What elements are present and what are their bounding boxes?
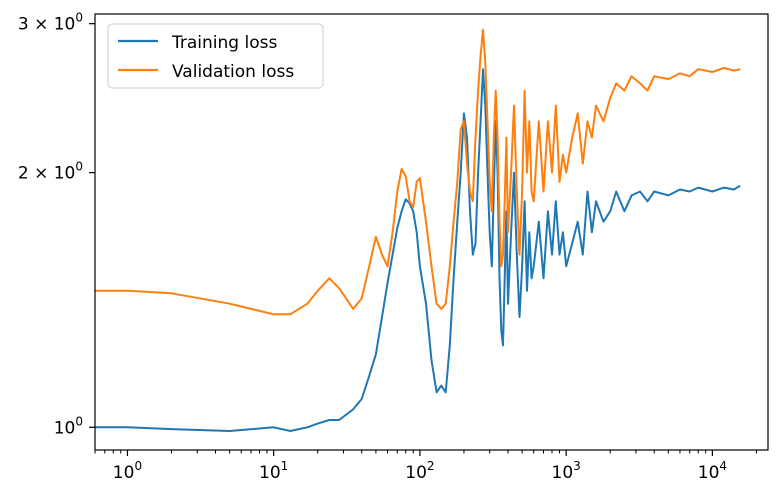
x-axis: 100 101 102 103 104 [94,450,757,483]
y-tick-label: 100 [54,414,83,438]
x-tick-label: 103 [552,459,581,483]
y-axis: 100 2 × 100 3 × 100 [18,11,95,438]
series-lines [95,28,741,432]
x-tick-label: 101 [259,459,288,483]
y-tick-label: 2 × 100 [18,160,83,184]
x-tick-label: 100 [113,459,142,483]
legend-box [107,23,324,89]
legend-label-validation: Validation loss [172,62,294,82]
y-tick-label: 3 × 100 [18,11,83,35]
series-line-validation [95,28,741,316]
legend: Training loss Validation loss [107,23,324,89]
series-line-training [95,68,741,432]
legend-label-training: Training loss [171,33,277,53]
x-tick-label: 102 [405,459,434,483]
x-tick-label: 104 [698,459,727,483]
plot-frame [94,13,769,451]
